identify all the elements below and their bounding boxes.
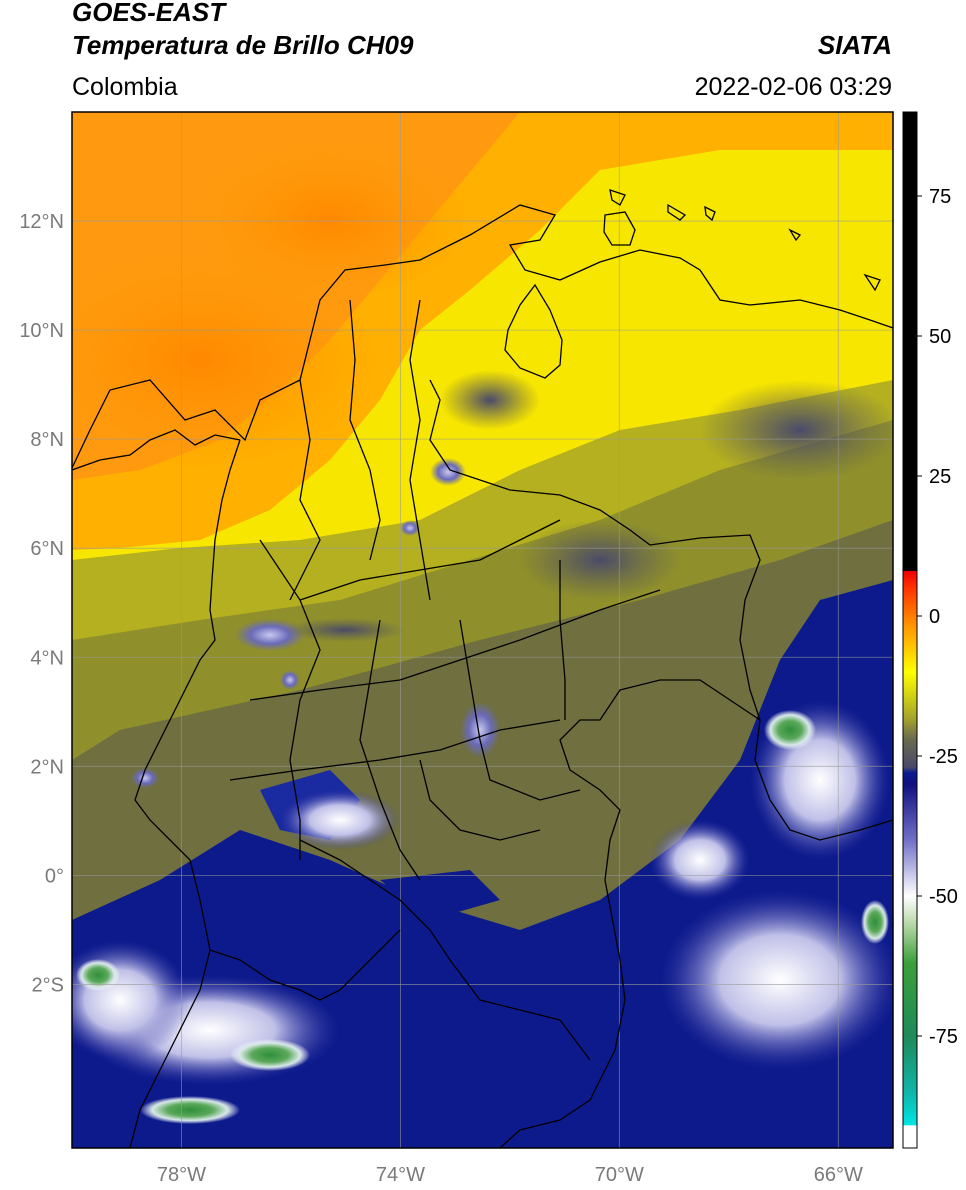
colorbar-tick-label: 50 <box>929 326 951 348</box>
satellite-title: GOES-EAST <box>72 0 226 27</box>
lat-tick-label: 2°S <box>32 974 64 996</box>
dept-line-9 <box>459 619 581 801</box>
lon-tick-label: 70°W <box>595 1164 644 1186</box>
dept-line-5 <box>249 589 661 701</box>
latitude-labels: 12°N 10°N 8°N 6°N 4°N 2°N 0° 2°S <box>19 211 64 996</box>
lat-tick-label: 2°N <box>30 756 64 778</box>
colorbar-gradient <box>903 112 917 1148</box>
dept-line-1 <box>289 379 321 601</box>
dept-line-3 <box>409 299 431 601</box>
lon-tick-label: 74°W <box>376 1164 425 1186</box>
dept-line-11 <box>419 759 541 841</box>
colorbar-tick-label: -25 <box>929 746 958 768</box>
aruba-curacao-3 <box>704 205 716 222</box>
lat-tick-label: 10°N <box>19 320 64 342</box>
dept-line-4 <box>299 519 561 601</box>
graticule <box>72 112 893 1148</box>
colorbar-frame <box>902 111 918 1149</box>
lat-tick-label: 8°N <box>30 429 64 451</box>
ecuador-peru-border <box>209 929 401 1001</box>
datetime-label: 2022-02-06 03:29 <box>694 73 892 101</box>
longitude-labels: 78°W 74°W 70°W 66°W <box>157 1164 863 1186</box>
guajira-peninsula <box>603 211 636 246</box>
dept-line-6 <box>229 719 561 781</box>
colombia-peru-border <box>299 839 591 1061</box>
bonaire <box>788 228 802 242</box>
colorbar-tick-label: 25 <box>929 466 951 488</box>
lat-tick-label: 0° <box>45 865 64 887</box>
lat-tick-label: 4°N <box>30 647 64 669</box>
colorbar-tick-label: 0 <box>929 606 940 628</box>
dept-line-10 <box>559 560 566 720</box>
caribbean-coast <box>72 204 893 469</box>
colorbar-tick-label: -75 <box>929 1026 958 1048</box>
lat-tick-label: 12°N <box>19 211 64 233</box>
maracaibo-lake <box>504 283 563 379</box>
aruba-curacao-2 <box>667 203 687 221</box>
dept-line-7 <box>259 539 321 860</box>
aruba-curacao-1 <box>609 189 626 206</box>
colorbar-tick-label: 75 <box>929 186 951 208</box>
organization-label: SIATA <box>817 30 892 60</box>
colombia-brazil-border <box>499 679 761 1148</box>
panama-border <box>72 429 241 471</box>
lat-tick-label: 6°N <box>30 538 64 560</box>
trinidad-coast <box>863 273 881 292</box>
lon-tick-label: 78°W <box>157 1164 206 1186</box>
coastlines-borders <box>72 189 893 1148</box>
dept-line-8 <box>359 619 421 881</box>
colorbar-tick-label: -50 <box>929 886 958 908</box>
colombia-venezuela-border <box>429 379 893 841</box>
lon-tick-label: 66°W <box>814 1164 863 1186</box>
dept-line-2 <box>349 299 381 561</box>
colorbar: 75 50 25 0 -25 -50 -75 <box>902 111 958 1149</box>
product-title: Temperatura de Brillo CH09 <box>72 30 414 60</box>
pacific-coast <box>129 439 241 1148</box>
plot-frame <box>71 111 894 1149</box>
region-label: Colombia <box>72 73 178 101</box>
satellite-imagery <box>72 112 893 1148</box>
